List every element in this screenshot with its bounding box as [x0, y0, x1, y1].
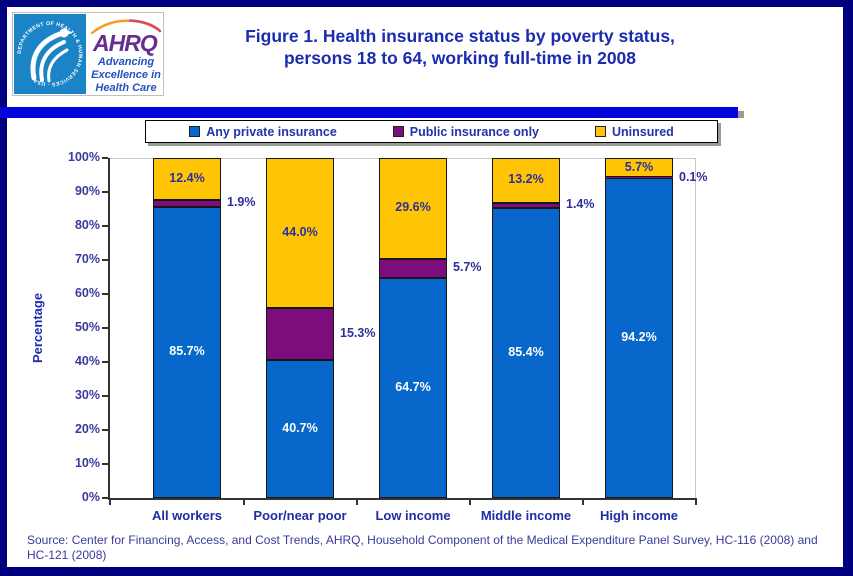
category-label: Low income	[375, 508, 451, 523]
legend-item-uninsured: Uninsured	[595, 125, 674, 139]
bar-segment-uninsured	[605, 158, 673, 178]
y-axis-line	[108, 158, 110, 500]
bar-segment-private	[266, 359, 334, 498]
bar-segment-public	[605, 177, 673, 178]
category-label: Middle income	[480, 508, 572, 523]
chart-legend: Any private insurance Public insurance o…	[145, 120, 718, 143]
value-label-uninsured: 5.7%	[624, 159, 654, 174]
header-divider-shadow	[738, 111, 744, 118]
bar-segment-public	[379, 258, 447, 278]
legend-swatch-uninsured	[595, 126, 606, 137]
legend-item-public: Public insurance only	[392, 124, 539, 139]
value-label-public: 0.1%	[679, 169, 708, 184]
svg-text:Health Care: Health Care	[95, 82, 156, 94]
figure-title: Figure 1. Health insurance status by pov…	[170, 25, 750, 69]
y-axis-tick	[102, 497, 108, 499]
category-label: High income	[599, 508, 678, 523]
value-label-uninsured: 12.4%	[169, 171, 205, 186]
bar-segment-public	[153, 200, 221, 207]
value-label-private: 85.4%	[508, 344, 544, 359]
svg-text:Excellence in: Excellence in	[91, 69, 161, 81]
hhs-eagle-beak	[64, 29, 73, 36]
header-divider-bar	[0, 107, 738, 118]
y-tick-label: 10%	[74, 456, 100, 470]
y-axis-tick	[102, 395, 108, 397]
y-tick-label: 30%	[74, 388, 100, 402]
y-axis-tick	[102, 429, 108, 431]
y-tick-label: 100%	[68, 150, 100, 164]
category-label: Poor/near poor	[253, 508, 347, 523]
value-label-private: 64.7%	[395, 380, 431, 394]
y-axis-tick	[102, 293, 108, 295]
value-label-private: 85.7%	[169, 344, 205, 359]
frame-border-top	[0, 0, 853, 7]
x-axis-tick	[355, 498, 358, 505]
frame-border-bottom	[0, 567, 853, 576]
bar-segment-uninsured	[153, 158, 221, 201]
legend-swatch-public	[392, 126, 404, 137]
y-axis-tick	[102, 361, 108, 363]
bar-segment-private	[379, 278, 447, 498]
bar-segment-private	[492, 207, 560, 498]
value-label-public: 15.3%	[340, 325, 376, 340]
y-tick-label: 20%	[74, 422, 100, 436]
frame-border-right	[843, 0, 853, 576]
x-axis-tick	[242, 498, 245, 505]
svg-text:Advancing: Advancing	[97, 56, 155, 68]
bar-segment-public	[266, 307, 334, 360]
x-axis-tick	[109, 498, 111, 505]
y-axis-tick	[102, 463, 108, 465]
x-axis-tick	[694, 498, 697, 505]
frame-border-left	[0, 0, 7, 576]
bar-segment-public	[492, 202, 560, 208]
y-tick-label: 60%	[74, 286, 100, 300]
figure-title-line2: persons 18 to 64, working full-time in 2…	[283, 48, 637, 68]
x-axis-tick	[581, 498, 584, 505]
legend-label-uninsured: Uninsured	[612, 124, 674, 139]
ahrq-wordmark: AHRQ	[92, 30, 158, 56]
ahrq-rainbow-arc-icon	[90, 19, 162, 35]
y-axis-tick	[102, 259, 108, 261]
hhs-eagle-icon	[30, 31, 69, 83]
value-label-private: 94.2%	[621, 329, 657, 344]
value-label-uninsured: 29.6%	[395, 200, 431, 215]
legend-label-private: Any private insurance	[206, 124, 337, 139]
y-tick-label: 90%	[74, 184, 100, 198]
ahrq-hhs-logo-graphic: DEPARTMENT OF HEALTH & HUMAN SERVICES · …	[12, 12, 164, 96]
bar-segment-uninsured	[492, 158, 560, 203]
ahrq-hhs-logo: DEPARTMENT OF HEALTH & HUMAN SERVICES · …	[12, 12, 164, 96]
y-tick-label: 80%	[74, 218, 100, 232]
legend-swatch-private	[189, 126, 201, 137]
legend-label-public: Public insurance only	[409, 124, 539, 139]
value-label-public: 1.4%	[566, 197, 595, 212]
value-label-public: 5.7%	[453, 260, 482, 275]
category-label: All workers	[151, 508, 223, 523]
value-label-uninsured: 44.0%	[282, 224, 318, 239]
bar-segment-private	[605, 177, 673, 498]
legend-item-private: Any private insurance	[189, 125, 337, 139]
figure-title-line1: Figure 1. Health insurance status by pov…	[245, 26, 675, 46]
y-axis-tick	[102, 157, 108, 159]
value-label-private: 40.7%	[282, 420, 318, 435]
x-axis-tick	[468, 498, 471, 505]
y-axis-tick	[102, 327, 108, 329]
bar-segment-uninsured	[266, 158, 334, 308]
ahrq-tagline: Advancing Excellence in Health Care	[91, 56, 161, 94]
value-label-uninsured: 13.2%	[508, 172, 544, 187]
x-axis-line	[108, 498, 696, 500]
bar-segment-private	[153, 206, 221, 498]
y-tick-label: 70%	[74, 252, 100, 266]
y-axis-tick	[102, 191, 108, 193]
y-axis-tick	[102, 225, 108, 227]
source-note: Source: Center for Financing, Access, an…	[27, 533, 818, 562]
y-tick-label: 50%	[74, 320, 100, 334]
y-tick-label: 40%	[74, 354, 100, 368]
value-label-public: 1.9%	[227, 195, 256, 210]
bar-segment-uninsured	[379, 158, 447, 259]
y-tick-label: 0%	[81, 490, 100, 504]
